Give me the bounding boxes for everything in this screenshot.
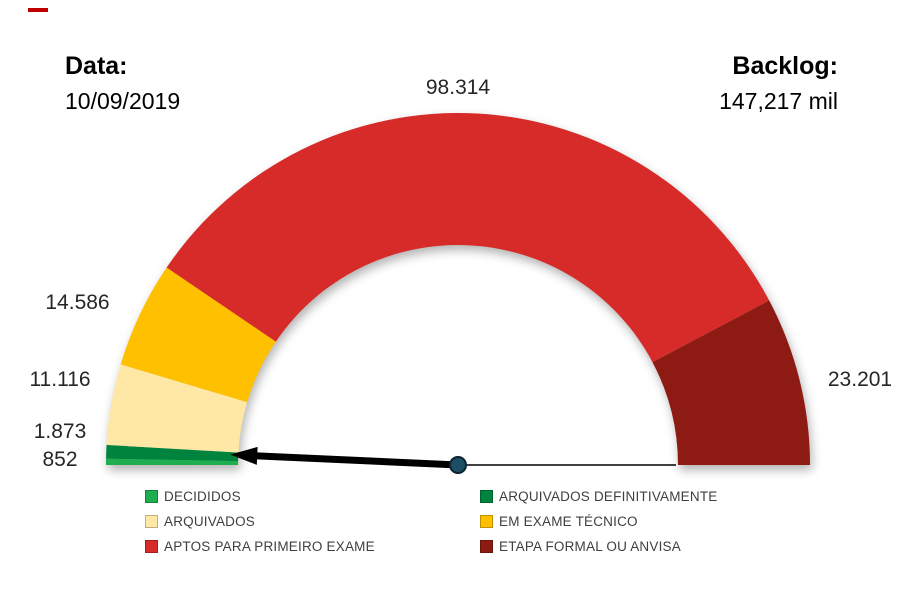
date-value: 10/09/2019: [65, 88, 181, 114]
label-em-exame-tecnico: 14.586: [45, 291, 110, 314]
legend: DECIDIDOS ARQUIVADOS DEFINITIVAMENTE ARQ…: [145, 484, 717, 559]
legend-label: APTOS PARA PRIMEIRO EXAME: [164, 539, 375, 554]
legend-item-etapa-formal-anvisa: ETAPA FORMAL OU ANVISA: [480, 539, 717, 554]
legend-swatch-em-exame-tecnico: [480, 515, 493, 528]
backlog-label: Backlog:: [732, 52, 838, 80]
legend-label: ETAPA FORMAL OU ANVISA: [499, 539, 681, 554]
label-arquivados: 11.116: [29, 368, 91, 391]
legend-item-decididos: DECIDIDOS: [145, 489, 480, 504]
corner-mark: [28, 8, 48, 12]
legend-label: ARQUIVADOS: [164, 514, 256, 529]
legend-label: EM EXAME TÉCNICO: [499, 514, 638, 529]
legend-item-arquivados-definitivamente: ARQUIVADOS DEFINITIVAMENTE: [480, 489, 717, 504]
legend-item-aptos-primeiro-exame: APTOS PARA PRIMEIRO EXAME: [145, 539, 480, 554]
needle-shaft: [254, 452, 459, 469]
legend-item-em-exame-tecnico: EM EXAME TÉCNICO: [480, 514, 717, 529]
needle-hub: [449, 456, 467, 474]
gauge-segment-1: [106, 444, 239, 462]
gauge-needle: [230, 446, 676, 474]
legend-item-arquivados: ARQUIVADOS: [145, 514, 480, 529]
label-aptos-primeiro-exame: 98.314: [425, 76, 491, 99]
date-label: Data:: [65, 52, 128, 80]
legend-swatch-arquivados-definitivamente: [480, 490, 493, 503]
backlog-value: 147,217 mil: [719, 88, 838, 114]
legend-label: ARQUIVADOS DEFINITIVAMENTE: [499, 489, 718, 504]
label-decididos: 852: [42, 448, 78, 471]
needle-arrowhead: [230, 446, 258, 465]
label-arquivados-definitivamente: 1.873: [33, 420, 87, 443]
gauge-segments: [106, 113, 810, 465]
legend-label: DECIDIDOS: [164, 489, 241, 504]
gauge-segment-0: [106, 458, 239, 465]
gauge-segment-5: [652, 300, 810, 465]
gauge-segment-4: [166, 113, 770, 363]
label-etapa-formal-anvisa: 23.201: [827, 368, 893, 391]
legend-swatch-decididos: [145, 490, 158, 503]
legend-swatch-aptos-primeiro-exame: [145, 540, 158, 553]
legend-swatch-arquivados: [145, 515, 158, 528]
gauge-segment-2: [106, 364, 248, 453]
gauge-segment-3: [120, 267, 276, 403]
legend-swatch-etapa-formal-anvisa: [480, 540, 493, 553]
